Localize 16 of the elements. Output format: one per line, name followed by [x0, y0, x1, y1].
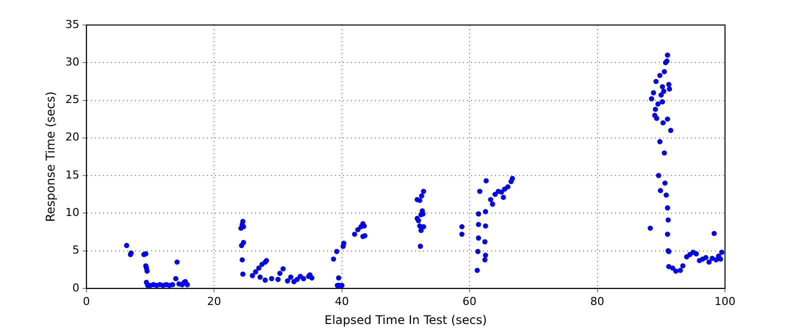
x-tick-label: 0: [82, 294, 90, 308]
y-tick-label: 10: [65, 206, 80, 219]
y-axis-title: Response Time (secs): [43, 91, 58, 222]
y-tick-label: 30: [65, 55, 80, 68]
y-tick-label: 15: [65, 168, 80, 182]
x-axis-title: Elapsed Time In Test (secs): [324, 312, 487, 327]
x-tick-label: 80: [590, 294, 604, 308]
y-tick-label: 20: [65, 130, 80, 144]
y-tick-label: 5: [72, 244, 80, 257]
x-tick-label: 20: [207, 294, 222, 308]
x-tick-label: 100: [714, 294, 736, 308]
y-tick-label: 0: [72, 281, 80, 294]
y-tick-label: 25: [65, 93, 80, 106]
x-tick-label: 40: [334, 294, 349, 308]
x-tick-label: 60: [462, 294, 477, 308]
y-tick-label: 35: [65, 18, 80, 31]
